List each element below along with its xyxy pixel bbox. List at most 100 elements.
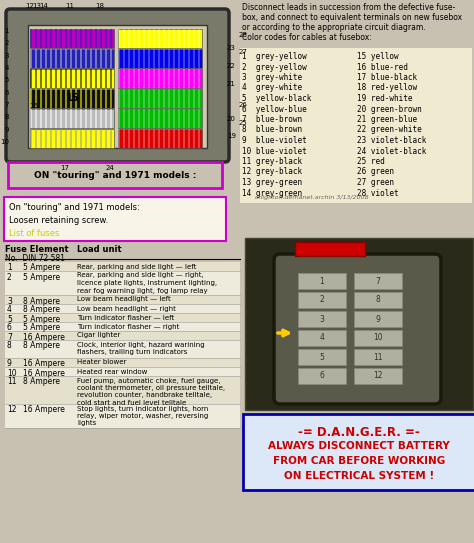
Bar [35, 109, 37, 128]
Bar [45, 129, 47, 148]
FancyBboxPatch shape [6, 9, 229, 162]
Text: 10: 10 [373, 333, 383, 343]
Bar [55, 49, 57, 68]
Text: 9: 9 [375, 314, 381, 324]
Text: Rear, parking and side light — right,
licence plate lights, instrument lighting,: Rear, parking and side light — right, li… [77, 273, 217, 294]
Text: 3  grey-white: 3 grey-white [242, 73, 302, 82]
Text: 8 Ampere: 8 Ampere [23, 377, 60, 387]
Bar [245, 238, 473, 410]
Bar [5, 262, 240, 271]
Text: 8 Ampere: 8 Ampere [23, 296, 60, 306]
Bar [298, 311, 346, 327]
Text: 7: 7 [375, 276, 381, 286]
Text: 11: 11 [65, 3, 74, 9]
Bar [128, 89, 130, 108]
Bar [173, 109, 175, 128]
Text: 8: 8 [7, 342, 12, 350]
FancyBboxPatch shape [8, 162, 222, 188]
Bar [158, 129, 160, 148]
Text: 5 Ampere: 5 Ampere [23, 314, 60, 324]
Bar [110, 129, 112, 148]
Bar [123, 89, 125, 108]
Bar [188, 49, 190, 68]
Bar [85, 69, 87, 88]
Bar [143, 69, 145, 88]
Text: 20 green-brown: 20 green-brown [357, 104, 422, 113]
Text: Low beam headlight — right: Low beam headlight — right [77, 306, 176, 312]
Bar [100, 49, 102, 68]
Text: 10: 10 [0, 139, 9, 145]
Bar [45, 109, 47, 128]
Bar [5, 376, 240, 404]
Bar [90, 129, 92, 148]
Bar [173, 89, 175, 108]
Bar [65, 109, 67, 128]
Bar [50, 69, 52, 88]
Bar [90, 109, 92, 128]
Text: 12 grey-black: 12 grey-black [242, 167, 302, 176]
Bar [298, 292, 346, 308]
Text: 12: 12 [373, 371, 383, 381]
Bar [118, 69, 202, 88]
Bar [183, 109, 185, 128]
Bar [148, 49, 150, 68]
Text: 27: 27 [239, 49, 248, 55]
Bar [178, 29, 180, 48]
Bar [153, 29, 155, 48]
Text: 18: 18 [95, 3, 104, 9]
Bar [105, 69, 107, 88]
Bar [354, 368, 402, 384]
Bar [193, 129, 195, 148]
Text: 5 Ampere: 5 Ampere [23, 263, 60, 273]
Bar [30, 109, 114, 128]
Bar [35, 69, 37, 88]
Bar [50, 109, 52, 128]
Text: 24 violet-black: 24 violet-black [357, 147, 427, 155]
Bar [183, 129, 185, 148]
Text: Clock, interior light, hazard warining
flashers, trailing turn indicators: Clock, interior light, hazard warining f… [77, 342, 205, 355]
Bar [90, 89, 92, 108]
Bar [158, 29, 160, 48]
Bar [198, 49, 200, 68]
Bar [60, 89, 62, 108]
Bar [118, 69, 120, 88]
Bar [298, 368, 346, 384]
Text: Heated rear window: Heated rear window [77, 369, 147, 375]
Bar [110, 109, 112, 128]
Text: 8: 8 [4, 114, 9, 120]
Bar [65, 129, 67, 148]
Bar [198, 29, 200, 48]
Bar [5, 367, 240, 376]
Bar [173, 129, 175, 148]
Text: 2: 2 [319, 295, 324, 305]
Text: 16 Ampere: 16 Ampere [23, 369, 65, 377]
Bar [198, 109, 200, 128]
Bar [128, 109, 130, 128]
Bar [80, 29, 82, 48]
Bar [5, 295, 240, 304]
Bar [118, 29, 202, 48]
Bar [133, 49, 135, 68]
Text: 7  blue-brown: 7 blue-brown [242, 115, 302, 124]
Text: 3: 3 [4, 53, 9, 59]
Bar [30, 69, 114, 88]
Text: 19 red-white: 19 red-white [357, 94, 412, 103]
Text: 4  grey-white: 4 grey-white [242, 84, 302, 92]
Text: 4: 4 [5, 65, 9, 71]
Bar [30, 89, 32, 108]
Bar [158, 69, 160, 88]
Bar [50, 89, 52, 108]
Bar [118, 89, 202, 108]
Bar [95, 49, 97, 68]
Bar [298, 330, 346, 346]
Text: 16 Ampere: 16 Ampere [23, 359, 65, 369]
Text: 8 Ampere: 8 Ampere [23, 342, 60, 350]
Bar [95, 109, 97, 128]
Text: ALWAYS DISCONNECT BATTERY: ALWAYS DISCONNECT BATTERY [268, 441, 450, 451]
Text: Fuse Element: Fuse Element [5, 245, 69, 254]
Bar [70, 29, 72, 48]
Text: ON ELECTRICAL SYSTEM !: ON ELECTRICAL SYSTEM ! [284, 471, 434, 481]
Bar [30, 109, 32, 128]
Bar [193, 89, 195, 108]
Bar [163, 69, 165, 88]
